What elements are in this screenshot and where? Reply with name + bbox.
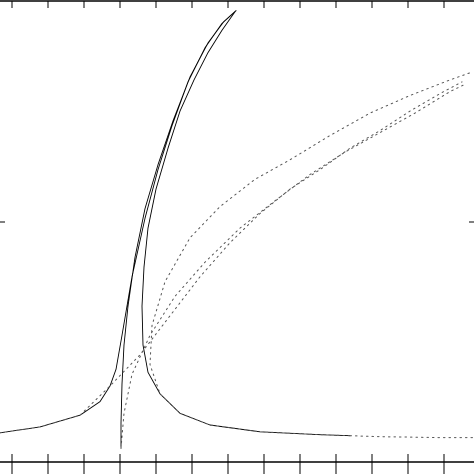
dotted-curve-5 xyxy=(149,71,473,437)
dotted-curve-7 xyxy=(349,435,474,439)
solid-curve-1 xyxy=(0,10,237,434)
solid-curve-2 xyxy=(141,11,351,437)
plot-frame xyxy=(0,0,474,463)
axis-ticks xyxy=(11,1,445,474)
curve-series xyxy=(0,10,474,449)
solid-curve-3 xyxy=(120,10,237,449)
dotted-curve-6 xyxy=(120,83,467,449)
dotted-curve-4 xyxy=(0,81,463,434)
